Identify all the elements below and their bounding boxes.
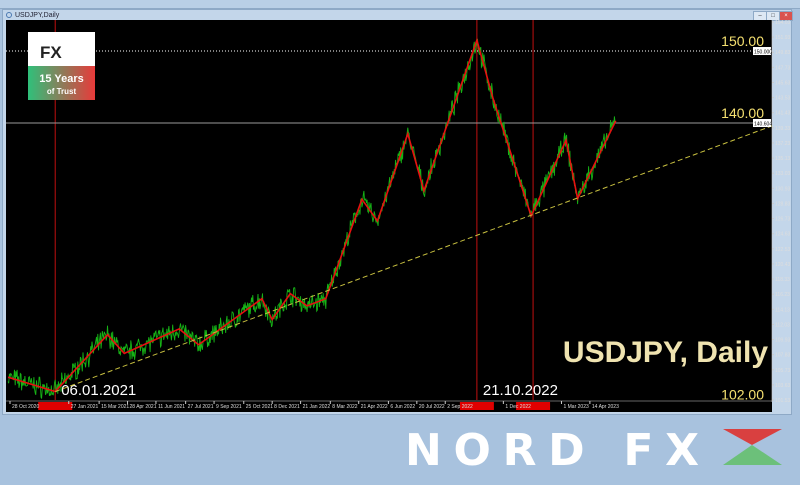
x-tick-label: 25 Oct 2021	[246, 404, 273, 410]
y-tick-label: 128.830	[775, 201, 790, 207]
price-chart[interactable]: 06.01.2021 21.10.2022 150.00140.00102.00 …	[6, 20, 790, 412]
chart-icon	[6, 12, 12, 18]
top-strip	[0, 0, 800, 9]
price-line	[7, 38, 616, 399]
y-tick-label: 133.030	[775, 171, 790, 177]
title-bar: USDJPY,Daily – □ ×	[3, 10, 793, 21]
price-label-box	[753, 119, 771, 128]
close-button[interactable]: ×	[779, 11, 793, 21]
chart-title: USDJPY, Daily	[563, 336, 768, 369]
x-axis-date-highlight	[459, 402, 494, 410]
y-tick-label: 145.630	[775, 80, 790, 86]
y-tick-label: 137.230	[775, 141, 790, 147]
zigzag-line	[7, 37, 617, 393]
x-tick-label: 9 Sep 2021	[216, 404, 242, 410]
y-tick-label: 130.930	[775, 186, 790, 192]
nordfx-brand: NORD FX	[405, 425, 785, 476]
brand-x-green	[723, 445, 782, 465]
x-tick-label: 21 Jan 2022	[303, 404, 331, 410]
y-tick-label: 143.530	[775, 96, 790, 102]
x-tick-label: 28 Oct 2020	[12, 404, 39, 410]
y-tick-label: 118.330	[775, 277, 790, 283]
y-tick-label: 154.030	[775, 20, 790, 26]
logo-line1: 15 Years	[39, 73, 83, 85]
y-tick-label: 101.530	[775, 398, 790, 404]
brand-text: NORD FX	[405, 425, 705, 470]
y-tick-label: 151.930	[775, 35, 790, 41]
level-label: 150.00	[721, 33, 764, 49]
y-tick-label: 114.130	[775, 307, 790, 313]
y-tick-label: 107.830	[775, 353, 790, 359]
y-tick-label: 103.630	[775, 383, 790, 389]
x-axis-date-highlight	[38, 402, 73, 410]
nordfx-15-years-logo: FX 15 Years of Trust	[28, 32, 95, 100]
x-tick-label: 15 Mar 2021	[101, 404, 129, 410]
level-label: 102.00	[721, 387, 764, 403]
price-label-box	[753, 47, 771, 56]
logo-line2: of Trust	[47, 87, 77, 96]
y-tick-label: 126.730	[775, 217, 790, 223]
x-axis-date-highlight	[516, 402, 551, 410]
x-tick-label: 8 Dec 2021	[274, 404, 300, 410]
y-tick-label: 147.730	[775, 65, 790, 71]
x-tick-label: 8 Mar 2022	[332, 404, 358, 410]
y-tick-label: 116.230	[775, 292, 790, 298]
vertical-line-label: 21.10.2022	[483, 382, 558, 399]
x-tick-label: 1 Dec 2022	[505, 404, 531, 410]
y-tick-label: 149.830	[775, 50, 790, 56]
x-tick-label: 20 Jul 2022	[419, 404, 445, 410]
x-tick-label: 28 Apr 2021	[130, 404, 157, 410]
y-tick-label: 135.130	[775, 156, 790, 162]
x-tick-label: 6 Jun 2022	[390, 404, 415, 410]
y-tick-label: 112.030	[775, 322, 790, 328]
vertical-line-label: 06.01.2021	[61, 382, 136, 399]
x-tick-label: 14 Apr 2023	[592, 404, 619, 410]
window-title: USDJPY,Daily	[15, 12, 60, 19]
y-tick-label: 122.530	[775, 247, 790, 253]
y-tick-label: 109.930	[775, 338, 790, 344]
brand-x-red	[723, 429, 782, 445]
x-tick-label: 27 Jul 2021	[188, 404, 214, 410]
price-label-box-text: 140.604	[754, 122, 772, 128]
y-tick-label: 105.730	[775, 368, 790, 374]
logo-fx-text: FX	[40, 43, 62, 62]
y-tick-label: 124.630	[775, 232, 790, 238]
y-tick-label: 120.430	[775, 262, 790, 268]
x-tick-label: 1 Mar 2023	[563, 404, 589, 410]
y-tick-label: 141.430	[775, 111, 790, 117]
x-tick-label: 2 Sep 2022	[447, 404, 473, 410]
level-label: 140.00	[721, 105, 764, 121]
price-label-box-text: 150.000	[754, 50, 772, 56]
y-tick-label: 139.330	[775, 126, 790, 132]
x-tick-label: 27 Jan 2021	[71, 404, 99, 410]
x-tick-label: 11 Jun 2021	[158, 404, 185, 410]
x-tick-label: 21 Apr 2022	[361, 404, 388, 410]
plot-background	[6, 20, 772, 412]
